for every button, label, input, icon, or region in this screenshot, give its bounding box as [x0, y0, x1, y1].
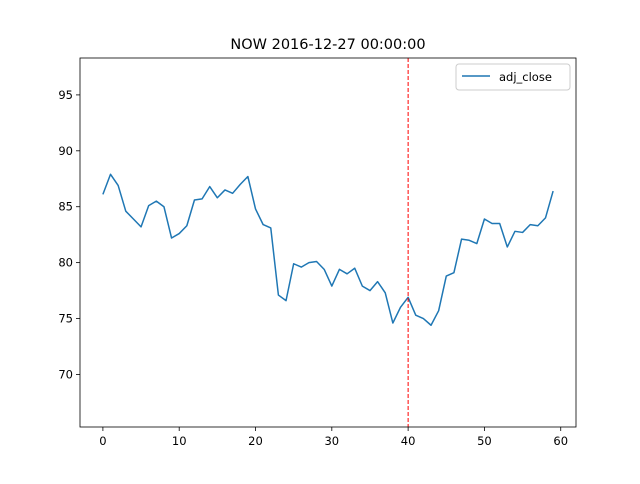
plot-area: 0 10 20 30 40 50 60 70 75 80 85 90 95 adj_close — [58, 57, 577, 448]
series-line-adj_close — [102, 173, 554, 326]
y-tick-label: 75 — [58, 312, 73, 326]
y-tick-label: 85 — [58, 200, 73, 214]
legend-label-adj_close: adj_close — [499, 70, 552, 84]
x-tick-label: 30 — [324, 434, 339, 448]
y-tick-label: 95 — [58, 88, 73, 102]
y-tick-label: 90 — [58, 144, 73, 158]
y-tick-label: 80 — [58, 256, 73, 270]
x-tick-label: 10 — [172, 434, 187, 448]
x-tick-label: 50 — [477, 434, 492, 448]
x-tick-label: 40 — [401, 434, 416, 448]
x-tick-label: 60 — [553, 434, 568, 448]
legend-box — [455, 63, 571, 91]
axes-frame — [79, 57, 577, 428]
y-tick-label: 70 — [58, 367, 73, 381]
x-tick-label: 0 — [99, 434, 106, 448]
chart-title: NOW 2016-12-27 00:00:00 — [230, 37, 425, 53]
x-tick-label: 20 — [248, 434, 263, 448]
